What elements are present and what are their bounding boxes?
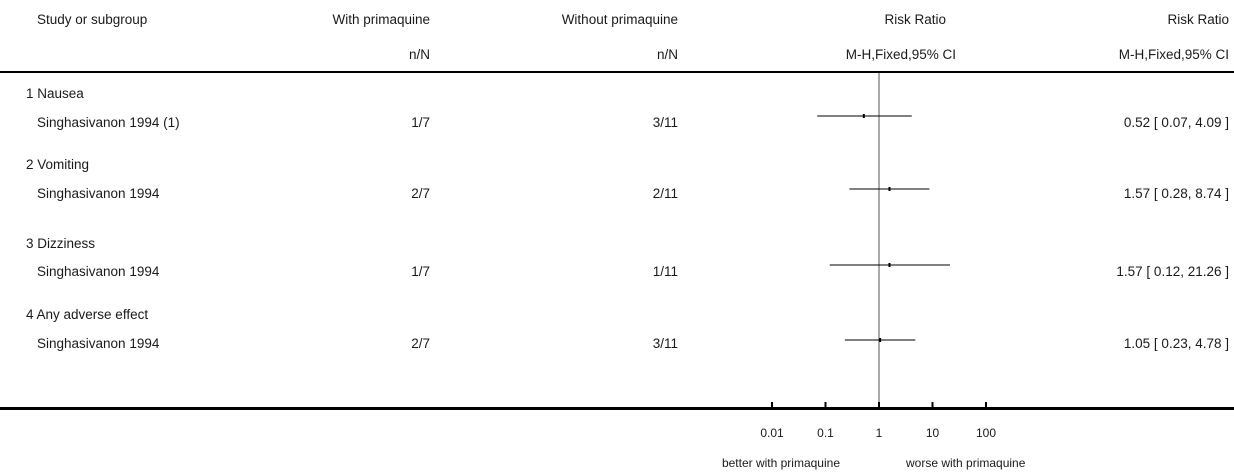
axis-label-right: worse with primaquine bbox=[906, 456, 1026, 470]
study-name: Singhasivanon 1994 (1) bbox=[37, 115, 180, 130]
axis-tick-label: 0.01 bbox=[760, 426, 784, 440]
subgroup-title: 4 Any adverse effect bbox=[26, 307, 149, 322]
bottom-rule bbox=[0, 407, 1234, 410]
study-name: Singhasivanon 1994 bbox=[37, 264, 160, 279]
risk-ratio-ci-text: 1.57 [ 0.28, 8.74 ] bbox=[1123, 186, 1229, 201]
risk-ratio-ci-text: 1.05 [ 0.23, 4.78 ] bbox=[1123, 336, 1229, 351]
risk-ratio-ci-text: 0.52 [ 0.07, 4.09 ] bbox=[1123, 115, 1229, 130]
header-without-primaquine: Without primaquine bbox=[561, 12, 678, 27]
point-estimate bbox=[862, 114, 865, 118]
point-estimate bbox=[888, 187, 891, 191]
header-study-or-subgroup: Study or subgroup bbox=[37, 12, 148, 27]
axis-tick-label: 100 bbox=[976, 426, 996, 440]
subheader-with-nn: n/N bbox=[408, 47, 430, 62]
risk-ratio-ci-text: 1.57 [ 0.12, 21.26 ] bbox=[1116, 264, 1229, 279]
study-name: Singhasivanon 1994 bbox=[37, 336, 160, 351]
subgroup-title: 1 Nausea bbox=[26, 86, 84, 101]
axis-label-left: better with primaquine bbox=[721, 456, 840, 470]
header-rule bbox=[0, 71, 1234, 73]
axis-tick-label: 0.1 bbox=[817, 426, 834, 440]
subheader-rr-text-method: M-H,Fixed,95% CI bbox=[1118, 47, 1229, 62]
with-events: 2/7 bbox=[411, 336, 430, 351]
without-events: 3/11 bbox=[652, 336, 678, 351]
axis-tick-label: 10 bbox=[926, 426, 940, 440]
subgroup-title: 3 Dizziness bbox=[26, 236, 96, 251]
header-risk-ratio-text: Risk Ratio bbox=[1167, 12, 1229, 27]
axis-tick-label: 1 bbox=[876, 426, 883, 440]
subheader-without-nn: n/N bbox=[656, 47, 678, 62]
point-estimate bbox=[879, 338, 882, 342]
without-events: 2/11 bbox=[652, 186, 678, 201]
without-events: 1/11 bbox=[652, 264, 678, 279]
study-name: Singhasivanon 1994 bbox=[37, 186, 160, 201]
with-events: 2/7 bbox=[411, 186, 430, 201]
header-risk-ratio-plot: Risk Ratio bbox=[884, 12, 946, 27]
with-events: 1/7 bbox=[411, 264, 430, 279]
subgroup-title: 2 Vomiting bbox=[26, 157, 90, 172]
point-estimate bbox=[888, 263, 891, 267]
with-events: 1/7 bbox=[411, 115, 430, 130]
subheader-rr-plot-method: M-H,Fixed,95% CI bbox=[845, 47, 956, 62]
without-events: 3/11 bbox=[652, 115, 678, 130]
header-with-primaquine: With primaquine bbox=[332, 12, 430, 27]
